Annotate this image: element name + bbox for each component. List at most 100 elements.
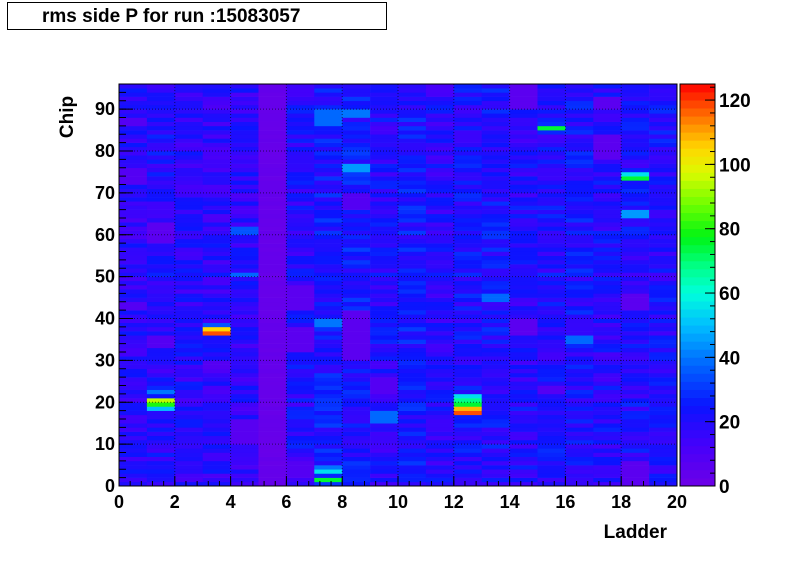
heatmap-cell [174, 406, 203, 411]
heatmap-cell [174, 305, 203, 311]
heatmap-cell [146, 368, 176, 374]
heatmap-cell [119, 439, 148, 445]
heatmap-cell [258, 285, 287, 290]
color-bar-band [680, 453, 715, 463]
grid-lines [119, 84, 677, 486]
heatmap-cell [398, 381, 427, 386]
heatmap-cell [425, 377, 455, 382]
heatmap-cell [342, 213, 371, 219]
heatmap-cell [453, 423, 482, 428]
x-tick-label: 12 [444, 492, 464, 512]
color-bar-band [680, 381, 715, 390]
heatmap-cell [509, 352, 538, 357]
heatmap-cell [453, 347, 482, 353]
heatmap-cell [621, 171, 650, 177]
heatmap-cell [146, 389, 176, 395]
heatmap-cell [593, 234, 622, 240]
color-bar-band [680, 188, 715, 197]
heatmap-cell [230, 314, 259, 319]
heatmap-cell [565, 377, 594, 382]
heatmap-cell [565, 192, 594, 198]
heatmap-cell [537, 419, 566, 424]
heatmap-cell [202, 352, 231, 357]
heatmap-cell [537, 171, 566, 177]
heatmap-cell [202, 88, 231, 93]
heatmap-cell [537, 276, 566, 282]
heatmap-cell [230, 414, 259, 420]
heatmap-cell [649, 448, 678, 453]
color-bar-band [680, 389, 715, 398]
heatmap-cell [509, 125, 538, 131]
heatmap-cell [537, 130, 566, 135]
heatmap-cell [342, 360, 371, 365]
heatmap-cell [370, 230, 399, 236]
heatmap-cell [342, 381, 371, 386]
heatmap-cell [342, 188, 371, 194]
heatmap-cell [146, 201, 176, 206]
heatmap-cell [370, 155, 399, 160]
heatmap-cell [649, 167, 678, 173]
heatmap-cell [537, 197, 566, 202]
heatmap-cell [342, 444, 371, 449]
heatmap-cell [425, 146, 455, 152]
heatmap-cell [119, 410, 148, 416]
heatmap-cell [342, 456, 371, 462]
heatmap-cell [174, 368, 203, 374]
heatmap-cell [537, 155, 566, 160]
heatmap-cell [314, 377, 343, 382]
heatmap-cell [314, 222, 343, 227]
heatmap-cell [621, 331, 650, 336]
heatmap-cell [174, 92, 203, 97]
heatmap-cell [425, 347, 455, 353]
heatmap-cell [230, 109, 259, 114]
heatmap-cell [174, 113, 203, 118]
heatmap-cell [286, 335, 315, 340]
heatmap-cell [174, 314, 203, 319]
heatmap-cell [370, 138, 399, 143]
heatmap-cell [230, 230, 259, 236]
heatmap-cell [230, 125, 259, 131]
heatmap-cell [425, 272, 455, 277]
heatmap-cell [565, 230, 594, 236]
heatmap-cell [509, 151, 538, 156]
heatmap-cell [593, 222, 622, 227]
heatmap-cell [342, 125, 371, 131]
heatmap-cell [146, 347, 176, 353]
heatmap-cell [621, 121, 650, 127]
heatmap-cell [425, 473, 455, 478]
heatmap-cell [565, 255, 594, 261]
heatmap-cell [398, 301, 427, 307]
heatmap-cell [621, 439, 650, 445]
color-bar-band [680, 260, 715, 270]
heatmap-cell [593, 251, 622, 256]
heatmap-cell [649, 151, 678, 156]
heatmap-cell [202, 448, 231, 453]
heatmap-cell [342, 377, 371, 382]
heatmap-cell [537, 201, 566, 206]
heatmap-cell [509, 171, 538, 177]
heatmap-cell [286, 159, 315, 164]
heatmap-cell [258, 456, 287, 462]
heatmap-cell [509, 280, 538, 286]
heatmap-cell [398, 372, 427, 378]
heatmap-cell [481, 117, 510, 122]
heatmap-cell [370, 163, 399, 169]
heatmap-cell [202, 255, 231, 261]
heatmap-cell [174, 218, 203, 223]
heatmap-cell [314, 431, 343, 437]
heatmap-cell [509, 377, 538, 382]
heatmap-cell [425, 280, 455, 286]
heatmap-cell [398, 360, 427, 365]
heatmap-cell [286, 134, 315, 139]
heatmap-cell [425, 343, 455, 349]
heatmap-cell [342, 435, 371, 441]
heatmap-cell [119, 377, 148, 382]
heatmap-cell [509, 188, 538, 194]
heatmap-cell [146, 104, 176, 110]
heatmap-cell [425, 134, 455, 139]
heatmap-cell [621, 289, 650, 294]
heatmap-cell [370, 356, 399, 361]
heatmap-cell [342, 452, 371, 457]
heatmap-cell [230, 188, 259, 194]
heatmap-cell [342, 427, 371, 432]
